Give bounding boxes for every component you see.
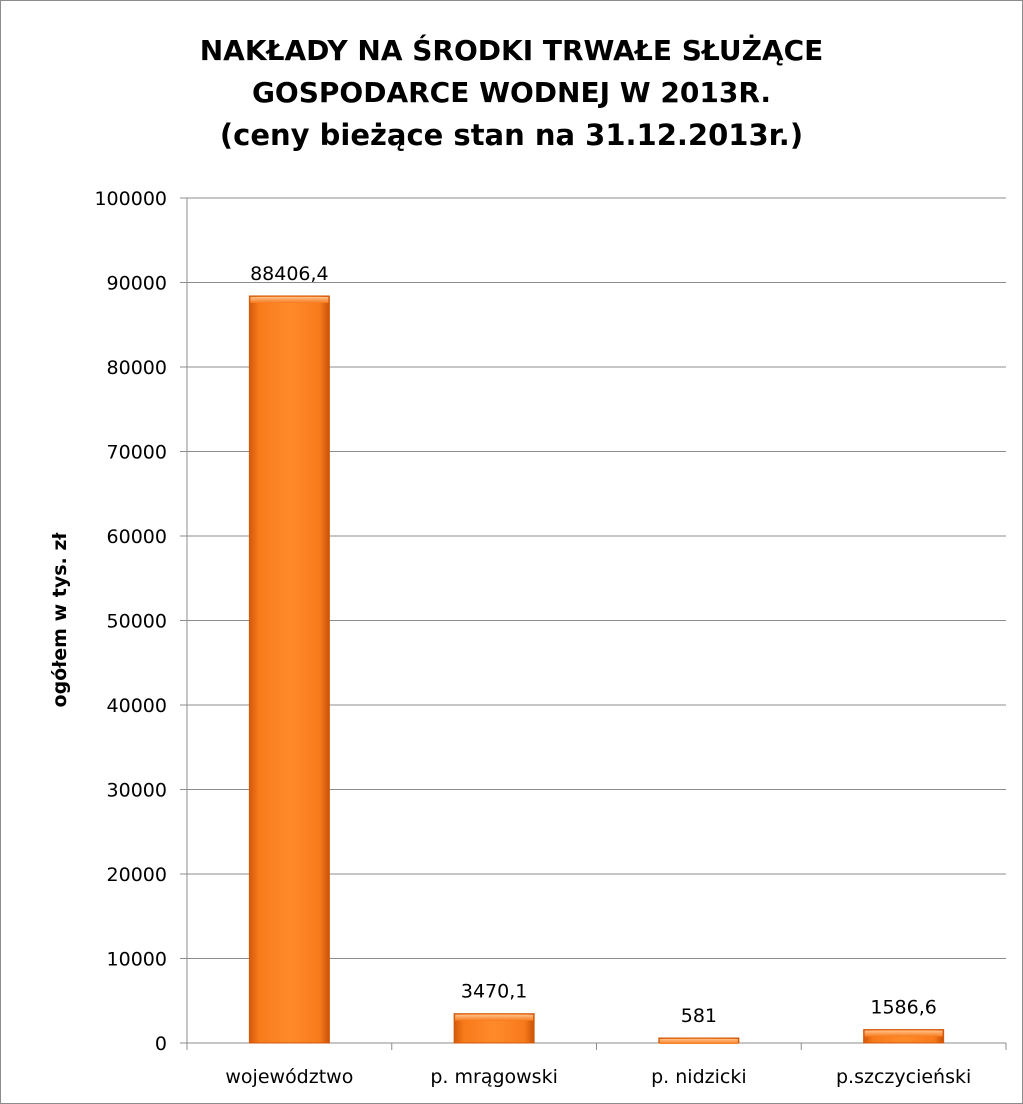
- y-tick-label: 10000: [107, 949, 167, 971]
- bar: [248, 295, 330, 1044]
- x-tick-label: p. mrągowski: [430, 1066, 558, 1088]
- y-tick-label: 60000: [107, 526, 167, 548]
- y-tick-labels: 0 10000 20000 30000 40000 50000 60000 70000 8000…: [94, 188, 167, 1055]
- bar-0: [248, 295, 330, 1044]
- x-tick-labels: województwo p. mrągowski p. nidzicki p.szcz…: [225, 1066, 971, 1088]
- bar-highlight: [659, 1039, 738, 1044]
- y-tick-label: 30000: [107, 780, 167, 802]
- value-labels: 88406,4 3470,1 581 1586,6: [250, 263, 937, 1027]
- x-tick-label: p.szczycieński: [836, 1066, 971, 1088]
- bar-2: [658, 1037, 740, 1044]
- bar-3: [863, 1029, 945, 1044]
- y-tick-label: 70000: [107, 442, 167, 464]
- x-tick-label: p. nidzicki: [651, 1066, 747, 1088]
- y-tick-label: 90000: [107, 273, 167, 295]
- bar-1: [453, 1013, 535, 1044]
- bar-highlight: [250, 296, 329, 303]
- y-tick-label: 100000: [94, 188, 167, 210]
- data-label: 88406,4: [250, 263, 329, 285]
- y-tick-label: 0: [155, 1033, 167, 1055]
- y-tick-label: 20000: [107, 864, 167, 886]
- bar-highlight: [864, 1030, 943, 1037]
- chart-title-line-1: NAKŁADY NA ŚRODKI TRWAŁE SŁUŻĄCE: [199, 34, 824, 67]
- y-tick-label: 50000: [107, 611, 167, 633]
- y-axis-label: ogółem w tys. zł: [49, 532, 71, 708]
- chart-title-line-2: GOSPODARCE WODNEJ W 2013R.: [251, 76, 772, 109]
- data-label: 1586,6: [870, 997, 936, 1019]
- chart-title-line-3: (ceny bieżące stan na 31.12.2013r.): [219, 118, 804, 152]
- x-tick-label: województwo: [225, 1066, 353, 1088]
- data-label: 581: [681, 1005, 717, 1027]
- y-tick-label: 80000: [107, 357, 167, 379]
- y-tick-label: 40000: [107, 695, 167, 717]
- bar-highlight: [455, 1014, 534, 1021]
- chart-title: NAKŁADY NA ŚRODKI TRWAŁE SŁUŻĄCE GOSPODA…: [0, 30, 1023, 156]
- data-label: 3470,1: [461, 981, 527, 1003]
- bars: [248, 295, 945, 1044]
